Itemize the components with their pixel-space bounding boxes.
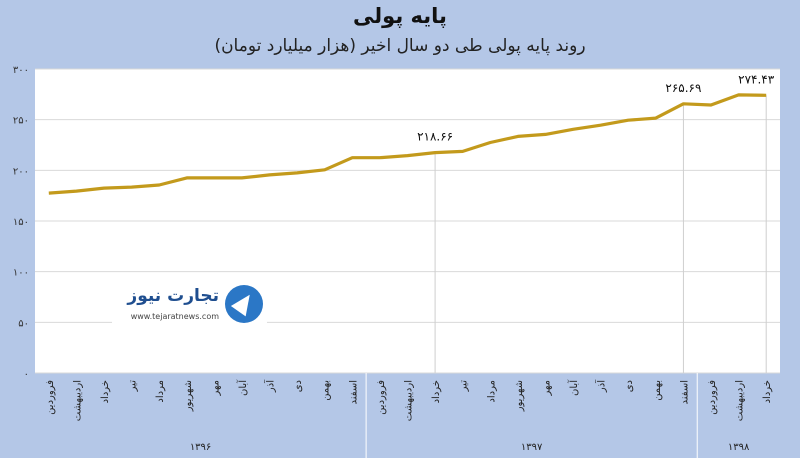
series-line [48, 93, 767, 195]
logo-url: www.tejaratnews.com [130, 312, 219, 321]
x-tick-label: بهمن [321, 380, 332, 401]
x-tick-label: مهر [541, 380, 552, 396]
chart-title: پایه پولی [353, 4, 447, 28]
x-tick-label: خرداد [431, 380, 442, 403]
x-tick-label: خرداد [762, 380, 773, 403]
x-tick-label: شهریور [514, 380, 525, 412]
x-tick-label: آبان [567, 379, 580, 396]
x-tick-label: تیر [459, 380, 470, 393]
y-tick-label: ۵۰ [18, 318, 29, 329]
x-axis: فروردین اردیبهشت خرداد تیر مرداد شهریور مهر آبا… [45, 379, 773, 421]
chart-subtitle: روند پایه پولی طی دو سال اخیر (هزار میلی… [214, 36, 586, 56]
x-tick-label: دی [293, 380, 304, 392]
data-label: ۲۶۵.۶۹ [665, 81, 701, 95]
x-tick-label: اردیبهشت [404, 380, 415, 421]
logo-icon [225, 285, 263, 323]
x-tick-label: دی [624, 380, 635, 392]
y-tick-label: ۱۰۰ [13, 268, 29, 279]
y-tick-label: ۲۰۰ [13, 166, 29, 177]
watermark-logo: تجارت نیوز www.tejaratnews.com [112, 282, 267, 328]
y-tick-label: ۲۵۰ [13, 116, 29, 127]
x-tick-label: فروردین [45, 380, 56, 415]
data-label: ۲۱۸.۶۶ [417, 130, 453, 144]
x-tick-label: آذر [595, 379, 608, 393]
y-tick-label: ۰ [24, 369, 29, 380]
x-tick-label: آذر [264, 379, 277, 393]
data-labels: ۲۱۸.۶۶ ۲۶۵.۶۹ ۲۷۴.۴۳ [417, 72, 775, 143]
x-tick-label: آبان [236, 379, 249, 396]
x-tick-label: مرداد [486, 380, 497, 403]
x-tick-label: خرداد [100, 380, 111, 403]
data-label: ۲۷۴.۴۳ [738, 72, 775, 86]
x-tick-label: اسفند [348, 380, 359, 404]
x-tick-label: مهر [210, 380, 221, 396]
x-tick-label: اردیبهشت [735, 380, 746, 421]
year-label: ۱۳۹۸ [728, 442, 750, 453]
x-tick-label: اردیبهشت [72, 380, 83, 421]
x-tick-label: بهمن [652, 380, 663, 401]
y-axis: ۰ ۵۰ ۱۰۰ ۱۵۰ ۲۰۰ ۲۵۰ ۳۰۰ [13, 65, 29, 380]
x-tick-label: شهریور [183, 380, 194, 412]
x-tick-label: تیر [128, 380, 139, 393]
year-label: ۱۳۹۷ [521, 442, 543, 453]
reference-lines [434, 95, 767, 373]
x-tick-label: فروردین [707, 380, 718, 415]
year-label: ۱۳۹۶ [190, 442, 211, 453]
x-tick-label: اسفند [679, 380, 690, 404]
y-tick-label: ۳۰۰ [13, 65, 29, 76]
x-tick-label: فروردین [376, 380, 387, 415]
x-tick-label: مرداد [155, 380, 166, 403]
year-axis: ۱۳۹۶ ۱۳۹۷ ۱۳۹۸ [190, 373, 750, 458]
y-tick-label: ۱۵۰ [13, 217, 29, 228]
logo-name: تجارت نیوز [127, 286, 219, 306]
